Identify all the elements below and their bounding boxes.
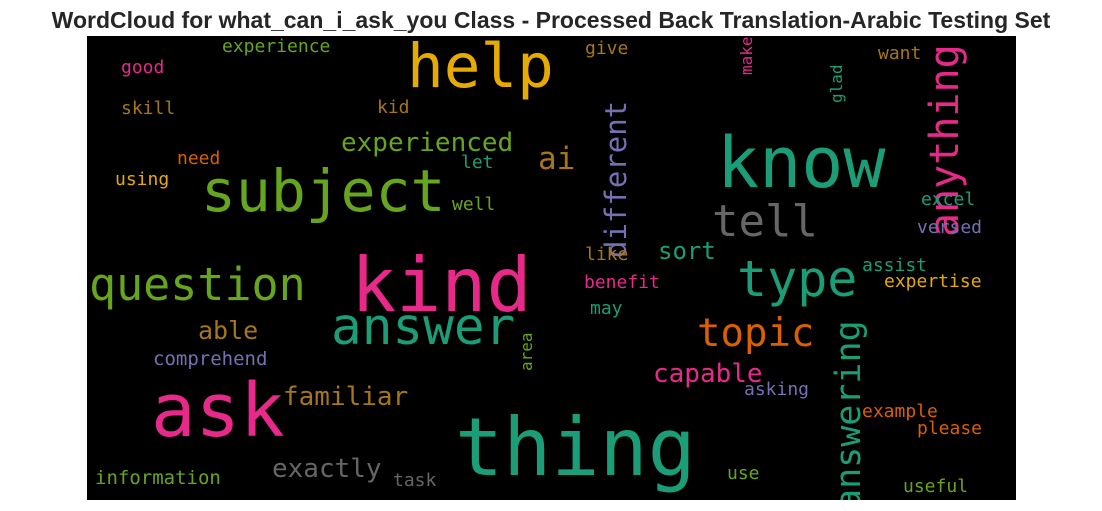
word-tell: tell	[712, 196, 818, 247]
word-like: like	[585, 244, 629, 265]
word-help: help	[407, 36, 554, 102]
word-topic: topic	[697, 311, 815, 356]
word-type: type	[737, 250, 858, 308]
word-kid: kid	[377, 97, 410, 118]
word-benefit: benefit	[584, 272, 660, 293]
word-experienced: experienced	[341, 128, 514, 158]
word-use: use	[727, 463, 760, 484]
word-subject: subject	[201, 157, 446, 225]
word-excel: excel	[921, 189, 976, 210]
word-may: may	[590, 298, 623, 319]
word-please: please	[917, 418, 983, 439]
word-ai: ai	[538, 141, 576, 177]
word-familiar: familiar	[283, 382, 409, 412]
word-experience: experience	[222, 36, 331, 57]
word-ask: ask	[151, 368, 285, 454]
word-make: make	[737, 36, 756, 75]
word-capable: capable	[653, 359, 763, 389]
word-useful: useful	[903, 476, 969, 497]
word-want: want	[878, 43, 922, 64]
word-need: need	[177, 148, 221, 169]
word-well: well	[452, 194, 496, 215]
word-area: area	[517, 332, 536, 371]
chart-title: WordCloud for what_can_i_ask_you Class -…	[51, 7, 1051, 33]
word-versed: versed	[917, 217, 983, 238]
word-expertise: expertise	[884, 271, 982, 292]
word-kind: kind	[351, 241, 532, 329]
word-cloud-canvas: thing kind ask know help subject answer type que…	[87, 36, 1016, 500]
word-different: different	[599, 100, 633, 258]
word-exactly: exactly	[272, 454, 382, 484]
word-example: example	[862, 401, 938, 422]
word-comprehend: comprehend	[153, 348, 268, 370]
word-let: let	[461, 152, 494, 173]
word-glad: glad	[827, 64, 846, 103]
word-asking: asking	[744, 379, 810, 400]
word-give: give	[585, 38, 629, 59]
word-question: question	[89, 258, 306, 311]
word-know: know	[717, 122, 886, 204]
word-answer: answer	[331, 298, 516, 357]
word-skill: skill	[121, 98, 176, 119]
word-able: able	[198, 316, 259, 345]
word-assist: assist	[862, 255, 928, 276]
word-sort: sort	[658, 237, 716, 265]
word-good: good	[121, 57, 165, 78]
word-using: using	[115, 169, 170, 190]
word-thing: thing	[455, 401, 696, 494]
word-task: task	[393, 470, 437, 491]
word-information: information	[95, 467, 221, 489]
